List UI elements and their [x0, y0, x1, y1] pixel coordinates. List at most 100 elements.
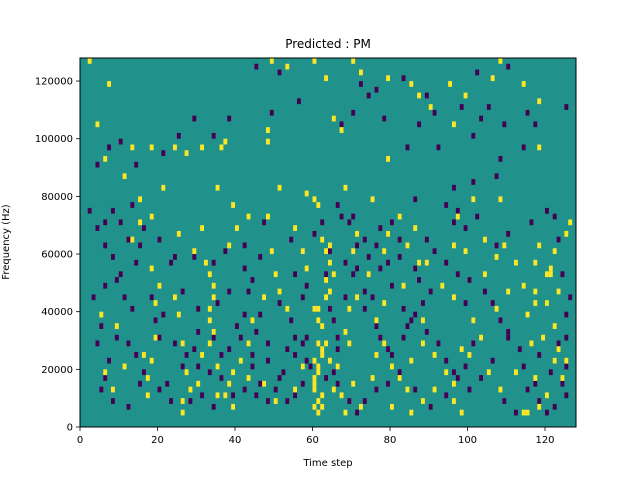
heatmap-cell-low [223, 248, 228, 255]
heatmap-cell-low [401, 75, 406, 82]
heatmap-cell-low [95, 340, 100, 347]
heatmap-cell-low [490, 357, 495, 364]
heatmap-cell-low [173, 340, 177, 347]
heatmap-cell-low [173, 254, 177, 260]
heatmap-cell-low [452, 219, 456, 226]
heatmap-cell-low [215, 300, 220, 306]
heatmap-cell-low [351, 213, 356, 220]
heatmap-cell-high [564, 357, 569, 364]
heatmap-cell-high [180, 409, 185, 416]
heatmap-cell-high [529, 340, 534, 347]
heatmap-cell-high [351, 58, 356, 64]
heatmap-cell-low [196, 305, 201, 312]
heatmap-cell-low [355, 265, 359, 272]
heatmap-cell-low [289, 236, 294, 243]
heatmap-cell-high [227, 242, 232, 249]
heatmap-cell-low [444, 392, 449, 399]
x-axis-ticks: 0 20 40 60 80 100 120 [77, 427, 555, 446]
heatmap-cell-low [161, 311, 166, 318]
heatmap-cell-low [413, 311, 418, 318]
heatmap-cell-high [277, 184, 282, 191]
heatmap-cell-low [285, 398, 290, 404]
heatmap-cell-high [343, 328, 348, 335]
heatmap-cell-low [161, 150, 166, 157]
heatmap-cell-high [355, 294, 359, 301]
heatmap-cell-high [316, 369, 321, 376]
heatmap-cell-low [289, 317, 294, 324]
heatmap-cell-low [362, 305, 367, 312]
heatmap-cell-low [374, 86, 379, 93]
heatmap-cell-low [231, 392, 235, 399]
heatmap-cell-low [424, 92, 429, 99]
heatmap-cell-high [285, 63, 290, 70]
heatmap-cell-high [386, 230, 390, 237]
heatmap-cell-high [452, 380, 456, 387]
heatmap-cell-high [339, 127, 344, 133]
heatmap-cell-high [545, 300, 549, 306]
heatmap-cell-low [138, 380, 142, 387]
heatmap-cell-low [142, 369, 146, 376]
plot-frame [79, 57, 577, 428]
heatmap-cell-high [537, 144, 542, 151]
heatmap-cell-high [316, 305, 321, 312]
heatmap-cell-low [122, 294, 127, 301]
heatmap-cell-high [328, 242, 332, 249]
heatmap-cell-low [401, 305, 406, 312]
heatmap-cell-low [165, 380, 170, 387]
heatmap-cell-low [552, 213, 557, 220]
heatmap-cell-low [556, 340, 561, 347]
heatmap-cell-low [99, 386, 104, 393]
heatmap-cell-low [331, 317, 336, 324]
heatmap-cell-low [238, 334, 243, 341]
heatmap-cell-high [324, 294, 328, 301]
heatmap-cell-low [335, 346, 340, 353]
heatmap-cell-high [320, 323, 325, 329]
heatmap-cell-high [122, 173, 127, 180]
heatmap-cell-low [498, 317, 503, 324]
heatmap-cell-high [397, 375, 402, 381]
heatmap-cell-high [452, 398, 456, 404]
heatmap-cell-high [351, 248, 356, 255]
heatmap-cell-low [444, 357, 449, 364]
x-tick-label: 0 [77, 435, 83, 446]
heatmap-cell-high [320, 352, 325, 358]
heatmap-cell-low [250, 363, 255, 370]
heatmap-cell-high [184, 369, 189, 376]
heatmap-cell-high [552, 357, 557, 364]
heatmap-cell-low [111, 254, 115, 260]
heatmap-cell-high [498, 386, 503, 393]
heatmap-cell-low [409, 317, 414, 324]
heatmap-cell-low [428, 403, 433, 410]
heatmap-cell-high [320, 392, 325, 399]
heatmap-cell-high [320, 236, 325, 243]
x-tick-label: 100 [458, 435, 477, 446]
heatmap-cell-low [273, 386, 278, 393]
y-tick-label: 100000 [35, 134, 73, 145]
heatmap-cell-high [111, 386, 115, 393]
heatmap-cell-high [432, 386, 437, 393]
heatmap-cell-high [176, 230, 181, 237]
heatmap-cell-low [126, 236, 131, 243]
heatmap-cell-low [397, 254, 402, 260]
heatmap-cell-high [366, 271, 371, 278]
heatmap-cell-low [277, 69, 282, 76]
heatmap-cell-high [343, 409, 348, 416]
heatmap-cell-low [444, 202, 449, 208]
heatmap-cell-low [413, 386, 418, 393]
heatmap-cell-high [486, 369, 491, 376]
heatmap-cell-high [107, 81, 111, 87]
heatmap-cell-high [300, 248, 305, 255]
y-tick-label: 0 [67, 423, 73, 434]
heatmap-cell-high [405, 242, 410, 249]
heatmap-cell-high [347, 305, 352, 312]
heatmap-cell-low [525, 386, 530, 393]
heatmap-cell-high [285, 305, 290, 312]
heatmap-cell-high [99, 311, 104, 318]
heatmap-cell-low [479, 375, 483, 381]
heatmap-cell-low [227, 346, 232, 353]
heatmap-cell-high [304, 190, 309, 197]
heatmap-cell-low [91, 294, 96, 301]
heatmap-cell-low [494, 173, 499, 180]
heatmap-cell-low [514, 409, 518, 416]
x-tick-label: 80 [384, 435, 397, 446]
